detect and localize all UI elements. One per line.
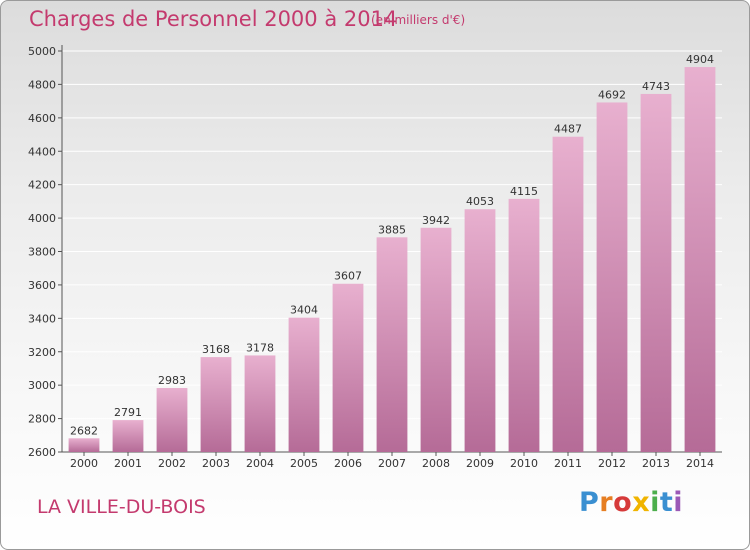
bar: [552, 136, 584, 452]
logo-letter: P: [579, 487, 600, 518]
chart-title: Charges de Personnel 2000 à 2014: [29, 7, 398, 31]
y-tick-label: 3200: [28, 346, 56, 359]
y-tick-label: 2600: [28, 446, 56, 459]
data-label: 3942: [422, 214, 450, 227]
y-tick-label: 4200: [28, 179, 56, 192]
y-tick-label: 3400: [28, 312, 56, 325]
bar: [420, 227, 452, 452]
data-label: 4743: [642, 80, 670, 93]
bar: [684, 67, 716, 452]
bar: [68, 438, 100, 452]
logo-letter: o: [613, 487, 633, 518]
bar: [596, 102, 628, 452]
y-tick-label: 3800: [28, 246, 56, 259]
data-label: 2983: [158, 374, 186, 387]
data-label: 4053: [466, 195, 494, 208]
x-tick-label: 2007: [378, 457, 406, 470]
data-label: 4115: [510, 185, 538, 198]
x-tick-label: 2008: [422, 457, 450, 470]
y-tick-label: 5000: [28, 45, 56, 58]
x-tick-label: 2013: [642, 457, 670, 470]
x-tick-label: 2010: [510, 457, 538, 470]
logo-letter: x: [632, 487, 651, 518]
bar: [332, 283, 364, 452]
data-label: 4487: [554, 123, 582, 136]
logo-letter: r: [599, 487, 614, 518]
x-tick-label: 2005: [290, 457, 318, 470]
x-tick-label: 2003: [202, 457, 230, 470]
bar: [200, 357, 232, 452]
commune-name: LA VILLE-DU-BOIS: [37, 496, 206, 518]
x-tick-label: 2001: [114, 457, 142, 470]
proxiti-logo: Proxiti: [579, 487, 683, 518]
data-label: 4692: [598, 88, 626, 101]
data-label: 3607: [334, 270, 362, 283]
y-tick-label: 4800: [28, 78, 56, 91]
data-label: 4904: [686, 53, 714, 66]
y-tick-label: 4400: [28, 145, 56, 158]
data-label: 2791: [114, 406, 142, 419]
x-tick-label: 2009: [466, 457, 494, 470]
x-tick-label: 2012: [598, 457, 626, 470]
x-tick-label: 2011: [554, 457, 582, 470]
x-tick-label: 2006: [334, 457, 362, 470]
bar: [156, 388, 188, 452]
x-tick-label: 2004: [246, 457, 274, 470]
logo-letter: i: [673, 487, 684, 518]
bar: [640, 93, 672, 452]
y-tick-label: 4600: [28, 112, 56, 125]
data-label: 3178: [246, 341, 274, 354]
y-tick-label: 4000: [28, 212, 56, 225]
data-label: 2682: [70, 424, 98, 437]
bar: [244, 355, 276, 452]
x-tick-label: 2002: [158, 457, 186, 470]
logo-letter: t: [659, 487, 674, 518]
bars: [68, 67, 716, 452]
chart-subtitle: (en milliers d'€): [371, 13, 466, 27]
bar: [464, 209, 496, 452]
data-label: 3404: [290, 304, 318, 317]
labels: 2600 2800 3000 3200 3400 3600 3800 4000 4200 4400…: [28, 45, 714, 470]
bar: [288, 317, 320, 452]
y-tick-label: 2800: [28, 413, 56, 426]
bar: [376, 237, 408, 452]
y-tick-label: 3600: [28, 279, 56, 292]
bar: [508, 198, 540, 452]
y-tick-label: 3000: [28, 379, 56, 392]
x-tick-label: 2000: [70, 457, 98, 470]
data-label: 3168: [202, 343, 230, 356]
logo-letter: i: [650, 487, 660, 518]
data-label: 3885: [378, 223, 406, 236]
bar: [112, 420, 144, 452]
x-tick-label: 2014: [686, 457, 714, 470]
